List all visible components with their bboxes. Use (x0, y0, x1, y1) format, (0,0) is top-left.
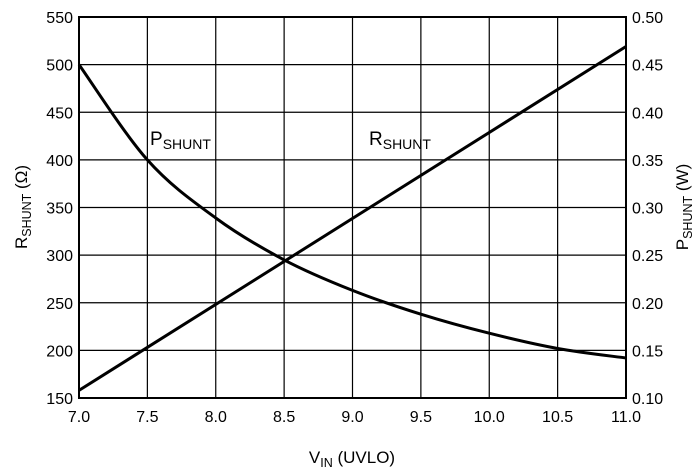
x-tick-label: 11.0 (611, 409, 641, 426)
series-line-r-shunt (78, 45, 627, 392)
y-right-tick-label: 0.30 (632, 201, 663, 218)
y-right-tick-label: 0.45 (632, 58, 663, 75)
y-left-tick-label: 450 (46, 105, 73, 122)
y-right-tick-label: 0.35 (632, 153, 663, 170)
x-tick-label: 7.0 (68, 409, 90, 426)
y-right-tick-label: 0.40 (632, 105, 663, 122)
y-left-tick-label: 150 (46, 391, 73, 408)
x-tick-labels: 7.0 7.5 8.0 8.5 9.0 9.5 10.0 10.5 11.0 (68, 409, 641, 426)
x-tick-label: 8.5 (273, 409, 295, 426)
x-tick-label: 9.5 (410, 409, 432, 426)
series-lines (77, 45, 627, 392)
grid-lines (79, 17, 626, 398)
y-right-tick-label: 0.10 (632, 391, 663, 408)
y-left-tick-label: 550 (46, 10, 73, 27)
x-tick-label: 8.0 (205, 409, 227, 426)
y-left-tick-label: 200 (46, 343, 73, 360)
y-left-tick-label: 300 (46, 248, 73, 265)
y-left-tick-label: 250 (46, 296, 73, 313)
series-label-r-shunt: RSHUNT (369, 129, 431, 152)
y-right-tick-label: 0.15 (632, 343, 663, 360)
y-left-axis-label: RSHUNT (Ω) (12, 165, 34, 249)
series-label-p-shunt: PSHUNT (150, 129, 211, 152)
x-tick-label: 10.0 (474, 409, 505, 426)
x-tick-label: 7.5 (136, 409, 158, 426)
x-tick-label: 9.0 (341, 409, 363, 426)
series-line-p-shunt (77, 63, 627, 360)
y-right-tick-label: 0.25 (632, 248, 663, 265)
y-left-tick-labels: 150 200 250 300 350 400 450 500 550 (46, 10, 73, 408)
y-left-tick-label: 500 (46, 58, 73, 75)
y-right-axis-label: PSHUNT (W) (673, 164, 695, 251)
y-left-tick-label: 400 (46, 153, 73, 170)
y-right-tick-label: 0.50 (632, 10, 663, 27)
x-tick-label: 10.5 (542, 409, 573, 426)
y-right-tick-labels: 0.10 0.15 0.20 0.25 0.30 0.35 0.40 0.45 0.50 (632, 10, 663, 408)
x-axis-label: VIN (UVLO) (309, 448, 395, 470)
y-right-tick-label: 0.20 (632, 296, 663, 313)
plot-frame (78, 16, 627, 399)
y-left-tick-label: 350 (46, 201, 73, 218)
